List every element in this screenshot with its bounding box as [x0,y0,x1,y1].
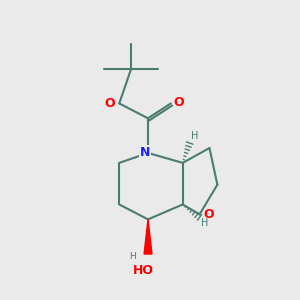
Text: O: O [174,96,184,109]
Polygon shape [144,219,152,254]
Text: H: H [200,218,208,228]
Text: O: O [203,208,214,221]
Text: N: N [140,146,150,160]
Text: H: H [190,131,198,141]
Text: HO: HO [133,264,154,277]
Text: H: H [129,251,136,260]
Text: O: O [105,97,115,110]
